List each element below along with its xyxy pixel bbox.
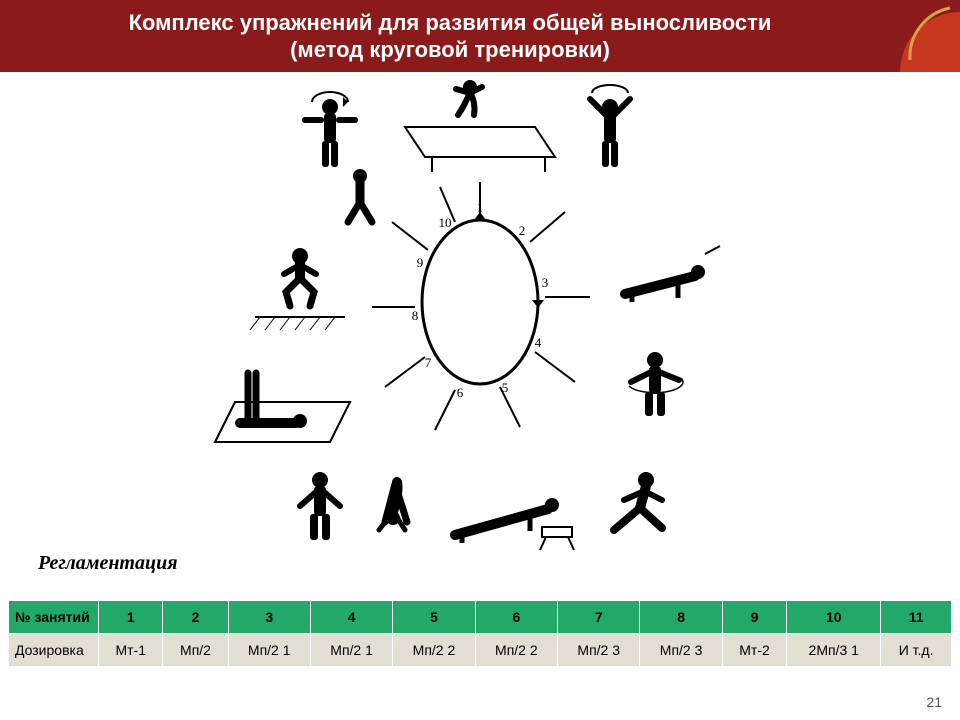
cell: Мп/2 1 <box>310 634 392 667</box>
svg-text:9: 9 <box>417 255 424 270</box>
col-2: 2 <box>163 601 228 634</box>
col-7: 7 <box>558 601 640 634</box>
col-9: 9 <box>722 601 786 634</box>
page-title: Комплекс упражнений для развития общей в… <box>0 9 960 64</box>
col-11: 11 <box>881 601 952 634</box>
page-number: 21 <box>926 694 942 710</box>
cell: Мп/2 2 <box>393 634 475 667</box>
cell: Мт-1 <box>99 634 163 667</box>
diagram-area: 1 2 3 4 5 6 7 8 9 10 <box>0 72 960 592</box>
cell: Мп/2 <box>163 634 228 667</box>
svg-text:2: 2 <box>519 223 526 238</box>
cell: Мп/2 3 <box>640 634 722 667</box>
svg-text:8: 8 <box>412 308 419 323</box>
title-line-1: Комплекс упражнений для развития общей в… <box>129 10 772 35</box>
col-4: 4 <box>310 601 392 634</box>
corner-ornament-icon <box>840 0 960 72</box>
col-8: 8 <box>640 601 722 634</box>
dosage-table: № занятий 1 2 3 4 5 6 7 8 9 10 11 Дозиро… <box>8 600 952 667</box>
col-6: 6 <box>475 601 557 634</box>
col-label: № занятий <box>9 601 99 634</box>
cell: Мп/2 3 <box>558 634 640 667</box>
col-1: 1 <box>99 601 163 634</box>
svg-text:3: 3 <box>542 275 549 290</box>
col-10: 10 <box>787 601 881 634</box>
table-header-row: № занятий 1 2 3 4 5 6 7 8 9 10 11 <box>9 601 952 634</box>
svg-text:7: 7 <box>425 355 432 370</box>
section-label: Регламентация <box>38 552 178 575</box>
svg-text:6: 6 <box>457 385 464 400</box>
col-3: 3 <box>228 601 310 634</box>
circuit-diagram: 1 2 3 4 5 6 7 8 9 10 <box>0 72 960 592</box>
cell: Мт-2 <box>722 634 786 667</box>
cell: 2Мп/3 1 <box>787 634 881 667</box>
col-5: 5 <box>393 601 475 634</box>
cell: Мп/2 2 <box>475 634 557 667</box>
svg-text:10: 10 <box>439 215 452 230</box>
svg-text:4: 4 <box>535 335 542 350</box>
table-row: Дозировка Мт-1 Мп/2 Мп/2 1 Мп/2 1 Мп/2 2… <box>9 634 952 667</box>
title-line-2: (метод круговой тренировки) <box>290 37 610 62</box>
row-label: Дозировка <box>9 634 99 667</box>
title-band: Комплекс упражнений для развития общей в… <box>0 0 960 72</box>
cell: Мп/2 1 <box>228 634 310 667</box>
cell: И т.д. <box>881 634 952 667</box>
